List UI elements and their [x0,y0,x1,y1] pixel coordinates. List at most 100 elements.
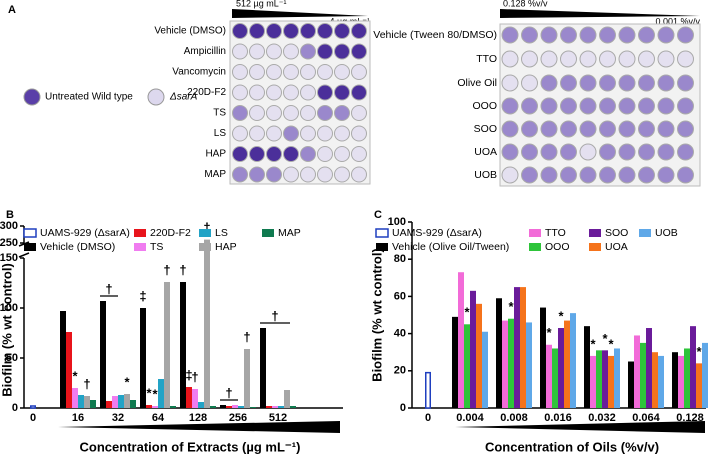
panel-label: B [6,209,14,221]
well [521,166,538,184]
bar [526,322,532,408]
bar [564,320,570,408]
bar [238,406,244,408]
y-tick-label: 150 [0,252,18,264]
well [677,166,694,184]
row-label: Vancomycin [172,67,226,78]
y-axis-title: Biofilm (% wt control) [0,263,14,397]
legend-label: HAP [215,241,237,253]
legend-label: UOB [655,227,678,239]
well [638,26,655,44]
annotation: † [163,262,170,277]
legend-label: SOO [605,227,628,239]
well [579,97,597,115]
legend-label: ΔsarA [169,92,198,103]
well [300,84,316,101]
y-tick-label: 300 [0,220,18,232]
annotation: † [83,376,90,391]
bar [204,239,210,408]
well [501,26,519,44]
bar [170,406,176,408]
y-tick-label: 20 [394,365,406,377]
well [232,105,248,121]
x-tick-label: 0.032 [588,412,616,424]
y-tick-label: 250 [0,237,18,249]
well [540,50,558,68]
row-label: UOB [474,169,497,181]
bar [614,348,620,408]
annotation: † [225,385,232,400]
well [232,125,248,142]
annotation: * [124,374,130,389]
well [501,74,519,92]
x-tick-label: 0.016 [544,412,572,424]
bar [140,308,146,408]
annotation: † [191,369,198,384]
y-tick-label: 50 [6,352,18,364]
bar [250,407,256,408]
bar [192,389,198,408]
row-label: TTO [476,53,497,65]
well [232,23,248,39]
well [317,84,333,101]
annotation: † [105,281,112,296]
gradient-wedge [232,9,368,18]
panel-label: C [374,209,382,221]
y-tick-label: 0 [400,402,406,414]
well [266,105,282,121]
x-axis-title: Concentration of Oils (%v/v) [485,439,659,454]
well [560,143,577,161]
well [657,50,675,68]
well [618,26,636,44]
well [351,146,367,162]
legend-label: TS [150,241,163,253]
well [618,97,636,115]
well [618,143,636,161]
x-tick-label: 0.008 [500,412,528,424]
well [599,97,616,115]
row-label: 220D-F2 [187,87,226,98]
bar [652,352,658,408]
well [521,97,538,115]
well [638,166,655,184]
legend-label: Vehicle (DMSO) [40,241,115,253]
well [599,120,616,138]
well [283,146,299,162]
well [334,84,350,101]
well [579,74,597,92]
well [300,64,316,80]
well [283,43,299,60]
well [657,120,675,138]
well [579,26,597,44]
bar [470,290,476,408]
well [249,146,265,162]
annotation: † [203,220,210,235]
well [334,125,350,142]
bar [658,355,664,408]
bar [502,320,508,408]
bar [66,332,72,408]
y-tick-label: 60 [394,290,406,302]
y-tick-label: 0 [12,402,18,414]
well [638,143,655,161]
legend-swatch [589,243,601,251]
well [232,84,248,101]
well [351,105,367,121]
x-axis-title: Concentration of Extracts (µg mL⁻¹) [80,439,301,454]
bar [684,348,690,408]
well [351,125,367,142]
plates: Vehicle (DMSO) Ampicillin Vancomycin 220D-F… [154,20,701,187]
well [560,26,577,44]
well [501,143,519,161]
legend-swatch [529,229,541,237]
axis-break [18,252,30,258]
legend-swatch [375,228,389,238]
legend-label: UAMS-929 (ΔsarA) [40,227,130,239]
y-tick-label: 100 [388,216,406,228]
well [232,166,248,183]
bar [540,307,546,408]
legend-swatch [639,229,651,237]
well [334,146,350,162]
well [657,97,675,115]
